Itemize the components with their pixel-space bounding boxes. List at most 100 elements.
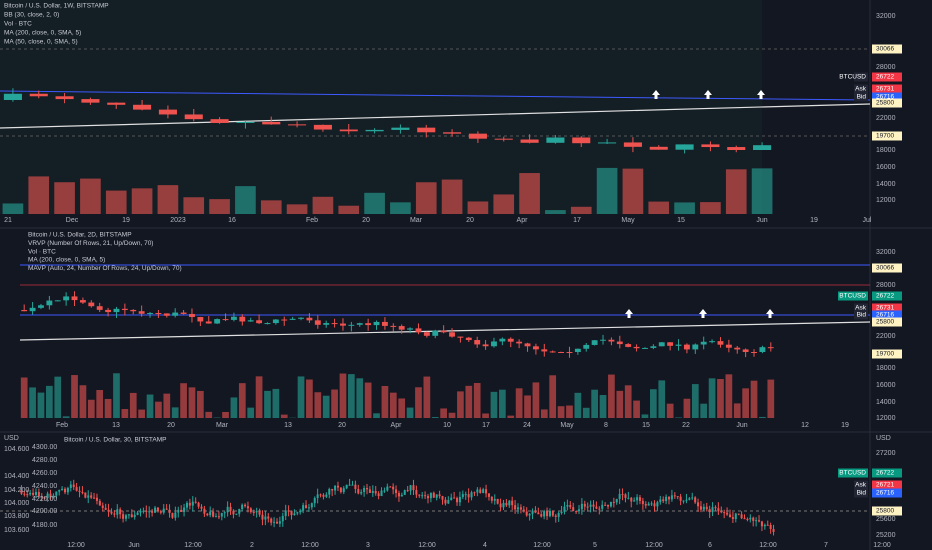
- candle: [638, 497, 641, 501]
- time-axis-label: Jun: [736, 422, 747, 429]
- candle: [633, 346, 640, 349]
- candle: [493, 498, 496, 501]
- candle: [395, 489, 398, 494]
- candle: [133, 104, 152, 110]
- candle: [256, 320, 263, 324]
- candle: [43, 497, 46, 499]
- time-axis-label: 24: [523, 422, 531, 429]
- volume-bar: [524, 395, 531, 418]
- candle: [197, 502, 200, 507]
- time-axis-label: 12:00: [873, 542, 891, 549]
- price-scale-label: 25600: [876, 516, 896, 523]
- candle: [649, 146, 668, 150]
- candle: [357, 488, 360, 494]
- volume-bar: [700, 403, 708, 418]
- candle: [55, 96, 74, 100]
- price-scale-label: 14000: [876, 399, 896, 406]
- candle: [380, 490, 383, 497]
- volume-bar: [155, 401, 162, 418]
- candle: [272, 319, 279, 324]
- candle: [281, 319, 288, 321]
- time-axis-label: Mar: [410, 217, 423, 224]
- candle: [633, 500, 636, 502]
- candle: [180, 312, 187, 314]
- time-axis-label: 22: [682, 422, 690, 429]
- candle: [600, 339, 606, 341]
- candle: [210, 119, 229, 123]
- time-axis-label: Jun: [128, 542, 139, 549]
- time-axis-label: Apr: [391, 422, 403, 429]
- time-axis-label: 12:00: [184, 542, 202, 549]
- candle: [264, 516, 267, 520]
- price-scale-label: 12000: [876, 197, 896, 204]
- price-scale-label: 26722: [876, 470, 894, 477]
- candle: [574, 348, 581, 352]
- candle: [306, 317, 313, 321]
- candle: [543, 511, 546, 517]
- left-scale-label: 4240.00: [32, 483, 57, 490]
- candle: [356, 323, 363, 325]
- candle: [229, 506, 232, 511]
- candle: [290, 510, 293, 516]
- price-scale-label: 32000: [876, 249, 896, 256]
- price-scale-label: 30066: [876, 265, 894, 272]
- candle: [75, 487, 78, 491]
- candle: [249, 508, 252, 513]
- volume-bar: [113, 373, 120, 418]
- candle: [676, 496, 679, 498]
- price-tag-name: [838, 468, 868, 478]
- candle: [316, 494, 319, 499]
- candle: [659, 499, 662, 503]
- price-scale-label: 28000: [876, 64, 896, 71]
- candle: [746, 518, 749, 520]
- candle: [84, 492, 87, 498]
- time-axis-label: 12: [801, 422, 809, 429]
- volume-bar: [515, 388, 523, 418]
- candle: [753, 145, 772, 150]
- candle: [371, 491, 374, 493]
- volume-bar: [157, 185, 179, 214]
- price-scale-label: 12000: [876, 415, 896, 422]
- candle: [336, 485, 339, 488]
- candle: [740, 514, 743, 519]
- volume-bar: [46, 385, 53, 418]
- volume-bar: [20, 377, 28, 418]
- candle: [541, 349, 548, 352]
- candle: [705, 506, 708, 510]
- candle: [29, 492, 32, 495]
- time-axis-label: 17: [482, 422, 490, 429]
- volume-bar: [622, 168, 644, 214]
- candle: [601, 504, 604, 509]
- volume-bar: [431, 417, 439, 418]
- candle: [598, 508, 601, 510]
- candle: [151, 511, 154, 513]
- time-axis-label: Jun: [756, 217, 767, 224]
- candle: [514, 505, 517, 510]
- candle: [650, 346, 657, 348]
- volume-bar: [457, 391, 464, 418]
- candle: [667, 342, 674, 346]
- volume-bar: [708, 378, 716, 418]
- candle: [465, 337, 472, 341]
- candle: [461, 494, 464, 498]
- candle: [522, 509, 525, 512]
- time-axis-label: 19: [810, 217, 818, 224]
- candle: [767, 347, 774, 349]
- volume-bar: [742, 388, 749, 418]
- candle: [296, 512, 299, 514]
- time-axis-label: 13: [112, 422, 120, 429]
- candle: [742, 349, 749, 352]
- candle: [270, 518, 273, 523]
- candle: [688, 498, 691, 500]
- candle: [148, 511, 151, 513]
- price-scale-label: 16000: [876, 382, 896, 389]
- candle: [723, 512, 726, 514]
- volume-bar: [582, 407, 590, 418]
- left-scale-label: 4300.00: [32, 444, 57, 451]
- candle: [468, 133, 487, 139]
- candle: [537, 512, 540, 515]
- candle: [191, 501, 194, 506]
- time-axis-label: Jul: [863, 217, 872, 224]
